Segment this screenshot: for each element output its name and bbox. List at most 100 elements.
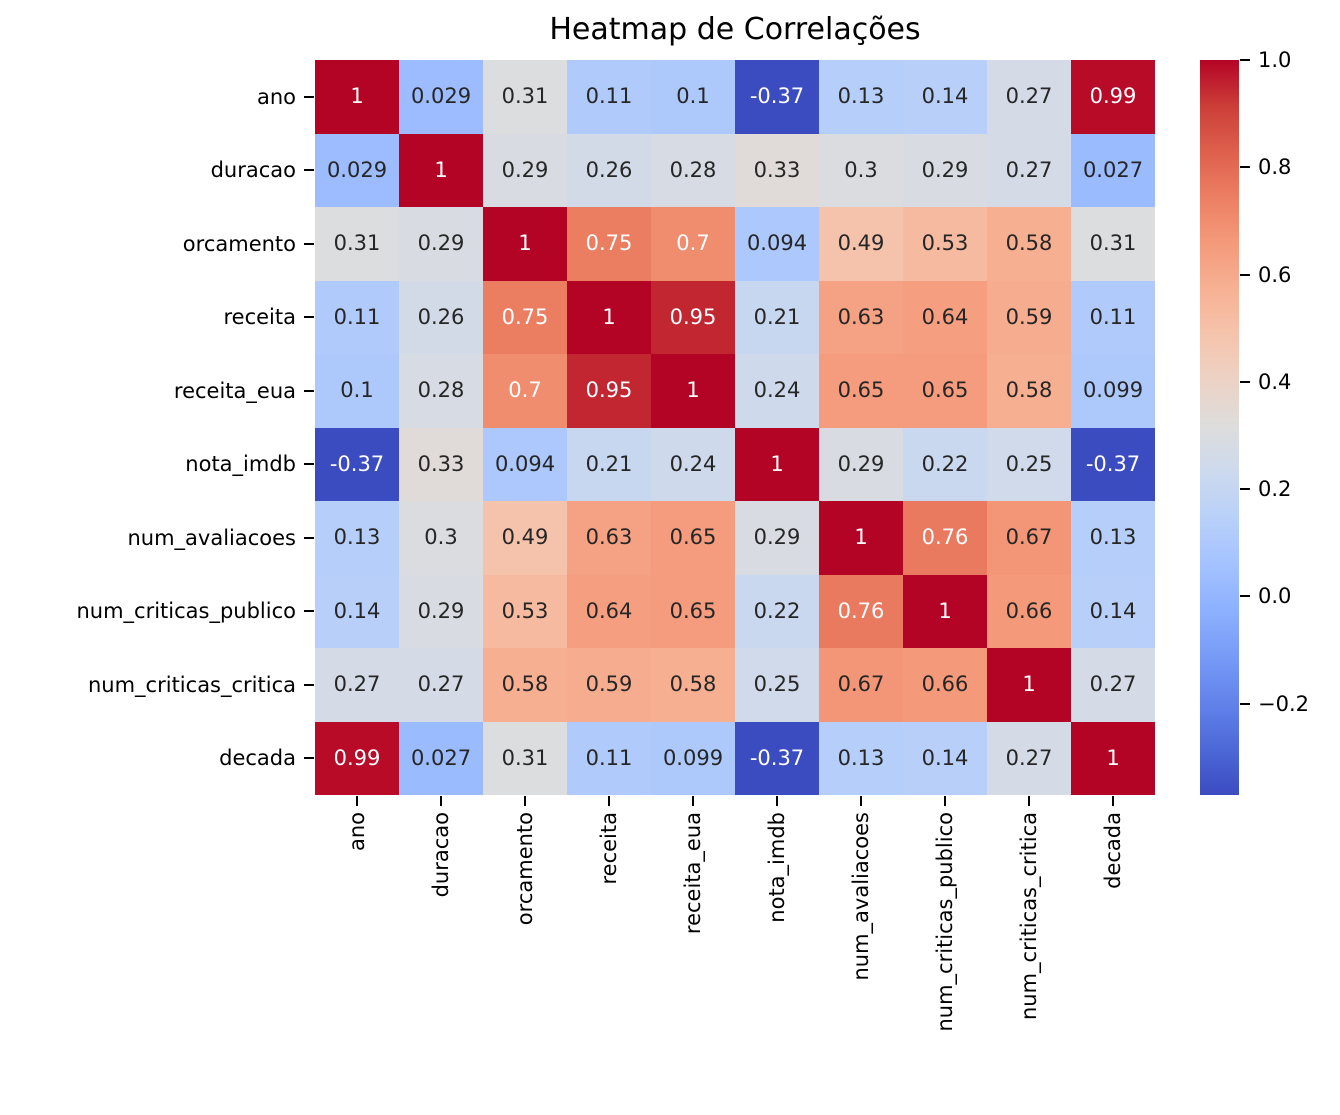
cell-value: 0.67 [837,672,885,697]
heatmap-cell: 0.66 [903,648,987,722]
heatmap-cell: 0.099 [1071,354,1155,428]
tick-mark [524,796,526,806]
cell-value: 0.63 [585,525,633,550]
cell-value: 0.58 [1005,378,1053,403]
heatmap-cell: 0.26 [399,280,483,354]
cell-value: 0.27 [417,672,465,697]
heatmap-cell: 0.49 [483,501,567,575]
heatmap-cell: 0.58 [651,648,735,722]
cell-value: 0.094 [746,231,808,256]
cell-value: 0.22 [753,598,801,623]
cell-value: 0.29 [753,525,801,550]
cell-value: 0.14 [921,745,969,770]
heatmap-cell: 0.53 [483,574,567,648]
heatmap-cell: 0.3 [819,133,903,207]
heatmap-cell: 0.29 [735,501,819,575]
x-tick-label: receita [597,812,621,885]
heatmap-cell: 0.31 [315,207,399,281]
cell-value: 0.21 [753,304,801,329]
heatmap-cell: 0.7 [483,354,567,428]
cell-value: 1 [1106,745,1120,770]
x-tick-label-wrap: num_avaliacoes [819,812,903,981]
tick-mark [860,796,862,806]
cell-value: 0.49 [837,231,885,256]
heatmap-cell: 0.3 [399,501,483,575]
cell-value: 0.33 [753,157,801,182]
cell-value: 0.11 [1089,304,1137,329]
heatmap-cell: 0.64 [567,574,651,648]
heatmap-cell: 0.24 [735,354,819,428]
cell-value: 0.99 [1089,84,1137,109]
heatmap-cell: 0.31 [483,721,567,795]
heatmap-cell: 0.029 [399,60,483,134]
heatmap-cell: 0.29 [903,133,987,207]
tick-mark [304,316,314,319]
heatmap-cell: 0.33 [399,427,483,501]
x-tick-label: duracao [429,812,453,898]
cell-value: 0.59 [585,672,633,697]
heatmap-cell: 0.094 [735,207,819,281]
cell-value: 0.29 [921,157,969,182]
cell-value: 0.13 [333,525,381,550]
cell-value: 1 [854,525,868,550]
y-tick-label: orcamento [182,231,296,256]
cell-value: 0.13 [837,745,885,770]
heatmap-cell: 0.65 [651,574,735,648]
heatmap-cell: 0.11 [1071,280,1155,354]
cell-value: 0.14 [333,598,381,623]
cell-value: 0.76 [837,598,885,623]
colorbar-tick-mark [1240,59,1250,61]
cell-value: 0.29 [417,598,465,623]
heatmap-cell: 0.14 [315,574,399,648]
cell-value: 1 [1022,672,1036,697]
heatmap-cell: 0.76 [903,501,987,575]
x-tick-label-wrap: decada [1071,812,1155,889]
cell-value: 0.29 [837,451,885,476]
cell-value: -0.37 [749,745,805,770]
heatmap-cell: 0.63 [567,501,651,575]
heatmap-cell: 0.65 [651,501,735,575]
tick-mark [608,796,610,806]
cell-value: 1 [350,84,364,109]
colorbar-tick-mark [1240,595,1250,598]
heatmap-cell: 0.22 [735,574,819,648]
cell-value: 0.027 [410,745,472,770]
cell-value: 0.31 [333,231,381,256]
heatmap-cell: 0.33 [735,133,819,207]
heatmap-cell: 1 [315,60,399,134]
heatmap-cell: 0.29 [483,133,567,207]
heatmap-cell: 0.13 [315,501,399,575]
y-axis-labels: ano duracao orcamento receita receita_eua not… [0,60,296,795]
cell-value: 0.1 [340,378,374,403]
cell-value: 0.25 [753,672,801,697]
heatmap-cell: -0.37 [315,427,399,501]
x-tick-label: receita_eua [681,812,705,935]
cell-value: 0.24 [669,451,717,476]
colorbar-tick-label: −0.2 [1258,691,1309,716]
x-tick-label: orcamento [513,812,537,926]
heatmap-cell: 0.95 [567,354,651,428]
heatmap-cell: 0.21 [735,280,819,354]
cell-value: 0.099 [1082,378,1144,403]
y-tick-label: num_avaliacoes [127,525,296,550]
heatmap-cell: 0.27 [987,133,1071,207]
heatmap-cell: 0.25 [735,648,819,722]
tick-mark [440,796,442,806]
tick-mark [304,463,314,466]
cell-value: 0.58 [501,672,549,697]
heatmap-cell: 0.31 [483,60,567,134]
tick-mark [304,389,314,392]
x-tick-label-wrap: receita [567,812,651,885]
cell-value: 0.31 [501,745,549,770]
cell-value: 0.21 [585,451,633,476]
cell-value: 0.31 [501,84,549,109]
heatmap-cell: 0.75 [567,207,651,281]
heatmap-cell: 1 [819,501,903,575]
x-tick-label: num_criticas_publico [933,812,957,1032]
cell-value: 0.58 [1005,231,1053,256]
y-tick-label: receita_eua [173,378,296,403]
cell-value: 0.64 [921,304,969,329]
cell-value: 0.094 [494,451,556,476]
colorbar-tick-mark [1240,273,1250,276]
